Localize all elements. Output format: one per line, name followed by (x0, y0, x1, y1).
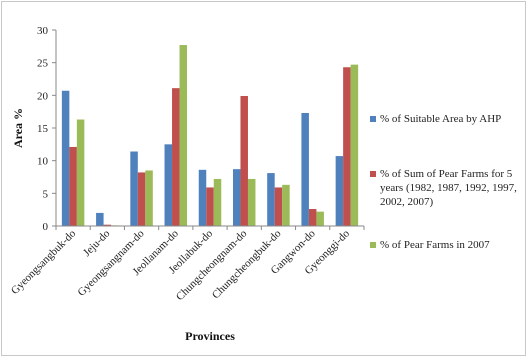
y-axis: 0 5 10 15 20 25 30 (37, 25, 57, 233)
y-tick-label: 10 (37, 156, 49, 168)
bar-s0-gyeongsangnam-do (130, 151, 138, 226)
y-tick-label: 15 (37, 123, 49, 135)
legend-swatch (370, 171, 376, 177)
y-axis-title: Area % (11, 108, 25, 148)
bar-s1-gyeongsangbuk-do (69, 146, 77, 226)
legend: % of Suitable Area by AHP % of Sum of Pea… (370, 113, 517, 251)
bar-s0-jeju-do (96, 212, 104, 226)
bar-s2-jeollabuk-do (213, 178, 222, 226)
bar-s2-gangwon-do (316, 211, 324, 226)
legend-label: % of Sum of Pear Farms for 5 (380, 168, 513, 180)
bar-s1-gyeonggi-do (343, 67, 351, 227)
bar-s2-gyeongsangnam-do (145, 170, 153, 226)
bar-s1-chungcheongbuk-do (274, 187, 283, 226)
bar-s2-jeollanam-do (179, 45, 188, 226)
legend-label: % of Pear Farms in 2007 (380, 239, 490, 251)
bar-s2-gyeonggi-do (350, 64, 359, 226)
x-axis: Gyeongsangbuk-do Jeju-doGyeongsangnam-doJ… (9, 225, 365, 303)
bars (61, 45, 359, 227)
x-tick-label: Gyeongsangbuk-do (9, 227, 79, 297)
y-tick-label: 30 (37, 25, 49, 37)
bar-s1-gyeongsangnam-do (137, 172, 146, 226)
bar-s1-gangwon-do (308, 209, 317, 226)
bar-s2-gyeongsangbuk-do (76, 119, 85, 226)
legend-swatch (370, 242, 376, 248)
y-tick-label: 25 (37, 58, 49, 70)
legend-label: 2002, 2007) (380, 196, 434, 208)
bar-s0-jeollabuk-do (198, 169, 207, 226)
y-tick-label: 5 (43, 188, 49, 200)
legend-label: % of Suitable Area by AHP (380, 113, 501, 125)
y-tick-label: 20 (37, 90, 49, 102)
bar-s0-chungcheongnam-do (232, 169, 241, 226)
bar-s1-jeollanam-do (172, 88, 180, 227)
y-tick-label: 0 (43, 221, 49, 233)
bar-s2-chungcheongbuk-do (282, 184, 290, 226)
legend-label: years (1982, 1987, 1992, 1997, (380, 182, 517, 194)
bar-s0-gangwon-do (301, 112, 309, 226)
bar-s1-jeollabuk-do (206, 187, 214, 226)
legend-swatch (370, 116, 376, 122)
x-axis-title: Provinces (185, 329, 235, 343)
x-tick-label: Jeju-do (81, 227, 113, 259)
bar-s0-jeollanam-do (164, 144, 173, 226)
bar-s2-chungcheongnam-do (247, 178, 256, 226)
bar-s0-chungcheongbuk-do (267, 173, 275, 226)
bar-s1-jeju-do (103, 224, 112, 226)
bar-s0-gyeongsangbuk-do (61, 90, 70, 226)
bar-s1-chungcheongnam-do (240, 95, 248, 227)
bar-s0-gyeonggi-do (335, 156, 344, 226)
